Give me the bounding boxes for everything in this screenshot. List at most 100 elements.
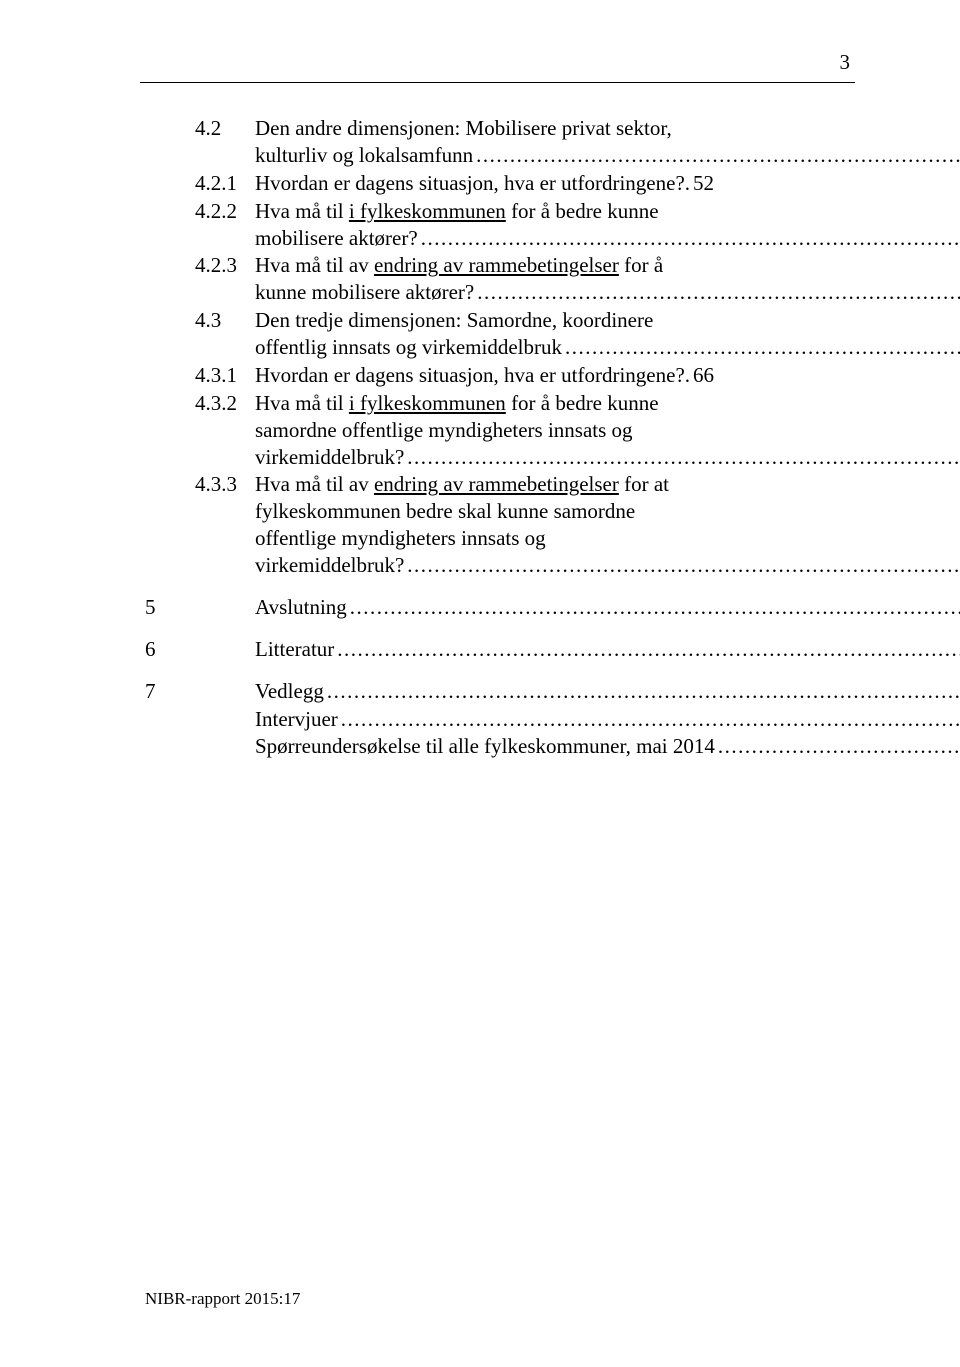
toc-line-text: offentlige myndigheters innsats og: [255, 525, 546, 552]
toc-entry: 4.2.1Hvordan er dagens situasjon, hva er…: [145, 170, 855, 197]
toc-leader-dots: ........................................…: [334, 636, 960, 663]
toc-line: Hva må til i fylkeskommunen for å bedre …: [255, 390, 960, 417]
toc-entry-body: Den tredje dimensjonen: Samordne, koordi…: [255, 307, 960, 361]
toc-leader-dots: ........................................…: [404, 552, 960, 579]
toc-line: Hva må til av endring av rammebetingelse…: [255, 252, 960, 279]
toc-entry: 4.3.3Hva må til av endring av rammebetin…: [145, 471, 855, 579]
toc-line-text: Avslutning: [255, 594, 347, 621]
toc-line: Avslutning..............................…: [255, 594, 960, 621]
toc-line-text: Litteratur: [255, 636, 334, 663]
toc-leader-dots: ........................................…: [404, 444, 960, 471]
toc-entry-body: Hva må til i fylkeskommunen for å bedre …: [255, 390, 960, 471]
toc-section-number: [195, 678, 255, 705]
toc-entry: 4.3.1Hvordan er dagens situasjon, hva er…: [145, 362, 855, 389]
toc-line: fylkeskommunen bedre skal kunne samordne: [255, 498, 960, 525]
toc-entry: 4.3.2Hva må til i fylkeskommunen for å b…: [145, 390, 855, 471]
toc-entry: 5Avslutning.............................…: [145, 594, 855, 621]
toc-line: Spørreundersøkelse til alle fylkeskommun…: [255, 733, 960, 760]
toc-line: samordne offentlige myndigheters innsats…: [255, 417, 960, 444]
toc-chapter-number: [145, 362, 195, 389]
toc-entry-body: Intervjuer..............................…: [255, 706, 960, 733]
toc-line-text: Hva må til av endring av rammebetingelse…: [255, 471, 669, 498]
toc-line: offentlig innsats og virkemiddelbruk....…: [255, 334, 960, 361]
toc-line-text: Hva må til i fylkeskommunen for å bedre …: [255, 390, 659, 417]
toc-entry: 6Litteratur.............................…: [145, 636, 855, 663]
toc-line-text: mobilisere aktører?: [255, 225, 418, 252]
toc-line-text: Hva må til av endring av rammebetingelse…: [255, 252, 663, 279]
toc-entry-body: Den andre dimensjonen: Mobilisere privat…: [255, 115, 960, 169]
toc-line-text: Vedlegg: [255, 678, 324, 705]
toc-chapter-number: 5: [145, 594, 195, 621]
toc-line-text: Spørreundersøkelse til alle fylkeskommun…: [255, 733, 715, 760]
toc-line-text: Hvordan er dagens situasjon, hva er utfo…: [255, 170, 690, 197]
toc-line-text: virkemiddelbruk?: [255, 444, 404, 471]
toc-chapter-number: [145, 198, 195, 252]
toc-chapter-number: [145, 390, 195, 471]
toc-line-text: kunne mobilisere aktører?: [255, 279, 474, 306]
toc-entry-body: Vedlegg.................................…: [255, 678, 960, 705]
toc-leader-dots: ........................................…: [338, 706, 960, 733]
toc-chapter-number: [145, 733, 195, 760]
toc-line: Intervjuer..............................…: [255, 706, 960, 733]
toc-section-number: [195, 594, 255, 621]
toc-chapter-number: 6: [145, 636, 195, 663]
toc-line: Litteratur..............................…: [255, 636, 960, 663]
toc-page-number: 66: [690, 362, 714, 389]
toc-section-number: 4.3: [195, 307, 255, 361]
toc-entry-body: Hvordan er dagens situasjon, hva er utfo…: [255, 170, 855, 197]
toc-line-text: Den andre dimensjonen: Mobilisere privat…: [255, 115, 672, 142]
toc-page-number: 52: [690, 170, 714, 197]
toc-line-text: Den tredje dimensjonen: Samordne, koordi…: [255, 307, 653, 334]
toc-entry-body: Hva må til av endring av rammebetingelse…: [255, 471, 960, 579]
toc-section-number: 4.2.1: [195, 170, 255, 197]
toc-line-text: Intervjuer: [255, 706, 338, 733]
toc-entry-body: Hvordan er dagens situasjon, hva er utfo…: [255, 362, 855, 389]
toc-leader-dots: ........................................…: [347, 594, 960, 621]
toc-line: Den tredje dimensjonen: Samordne, koordi…: [255, 307, 960, 334]
toc-section-number: [195, 706, 255, 733]
toc-entry-body: Spørreundersøkelse til alle fylkeskommun…: [255, 733, 960, 760]
toc-line-text: Hvordan er dagens situasjon, hva er utfo…: [255, 362, 690, 389]
toc-line-text: samordne offentlige myndigheters innsats…: [255, 417, 633, 444]
toc-line: Den andre dimensjonen: Mobilisere privat…: [255, 115, 960, 142]
toc-line: mobilisere aktører?.....................…: [255, 225, 960, 252]
toc-chapter-number: 7: [145, 678, 195, 705]
toc-leader-dots: ........................................…: [473, 142, 960, 169]
toc-line-text: fylkeskommunen bedre skal kunne samordne: [255, 498, 635, 525]
page-number-top: 3: [840, 50, 851, 75]
toc-leader-dots: ........................................…: [715, 733, 960, 760]
horizontal-rule: [140, 82, 855, 83]
footer-text: NIBR-rapport 2015:17: [145, 1289, 300, 1309]
toc-leader-dots: ........................................…: [474, 279, 960, 306]
table-of-contents: 4.2Den andre dimensjonen: Mobilisere pri…: [145, 115, 855, 760]
toc-line: offentlige myndigheters innsats og: [255, 525, 960, 552]
toc-section-number: 4.2: [195, 115, 255, 169]
toc-line-text: virkemiddelbruk?: [255, 552, 404, 579]
toc-entry: Spørreundersøkelse til alle fylkeskommun…: [145, 733, 855, 760]
toc-chapter-number: [145, 115, 195, 169]
toc-leader-dots: ........................................…: [562, 334, 960, 361]
toc-section-number: 4.3.2: [195, 390, 255, 471]
toc-line: virkemiddelbruk?........................…: [255, 552, 960, 579]
toc-line-text: Hva må til i fylkeskommunen for å bedre …: [255, 198, 659, 225]
toc-leader-dots: ........................................…: [418, 225, 960, 252]
toc-line-text: kulturliv og lokalsamfunn: [255, 142, 473, 169]
toc-section-number: 4.2.2: [195, 198, 255, 252]
toc-chapter-number: [145, 170, 195, 197]
toc-entry-body: Litteratur..............................…: [255, 636, 960, 663]
toc-line: Hvordan er dagens situasjon, hva er utfo…: [255, 170, 855, 197]
toc-line: kunne mobilisere aktører?...............…: [255, 279, 960, 306]
toc-chapter-number: [145, 252, 195, 306]
toc-line: Vedlegg.................................…: [255, 678, 960, 705]
toc-section-number: 4.2.3: [195, 252, 255, 306]
toc-section-number: 4.3.3: [195, 471, 255, 579]
toc-line: Hva må til av endring av rammebetingelse…: [255, 471, 960, 498]
toc-entry-body: Avslutning..............................…: [255, 594, 960, 621]
toc-line-text: offentlig innsats og virkemiddelbruk: [255, 334, 562, 361]
toc-leader-dots: ........................................…: [324, 678, 960, 705]
toc-chapter-number: [145, 471, 195, 579]
toc-entry: 4.3Den tredje dimensjonen: Samordne, koo…: [145, 307, 855, 361]
toc-entry: 4.2.2Hva må til i fylkeskommunen for å b…: [145, 198, 855, 252]
toc-entry-body: Hva må til i fylkeskommunen for å bedre …: [255, 198, 960, 252]
toc-line: Hva må til i fylkeskommunen for å bedre …: [255, 198, 960, 225]
